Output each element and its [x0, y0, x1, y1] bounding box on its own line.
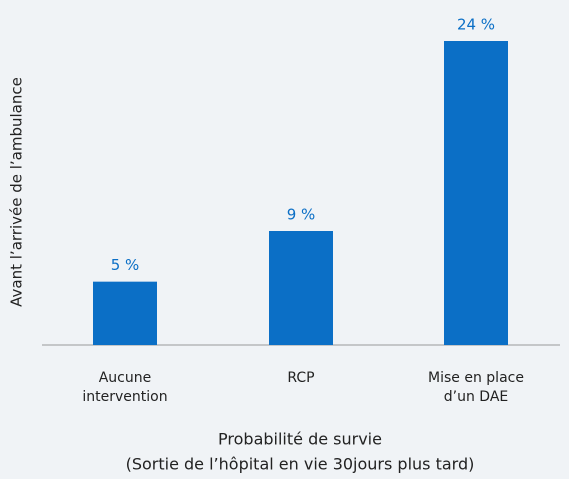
value-label: 24 % [457, 16, 495, 34]
bar [93, 281, 157, 345]
y-axis-label: Avant l’arrivée de l’ambulance [8, 77, 26, 307]
bar [444, 41, 508, 345]
value-label: 9 % [287, 206, 316, 224]
x-axis-label: (Sortie de l’hôpital en vie 30jours plus… [126, 455, 475, 474]
x-tick-label: d’un DAE [444, 389, 509, 405]
value-label: 5 % [111, 256, 140, 274]
x-tick-label: RCP [287, 370, 314, 386]
x-axis-label: Probabilité de survie [218, 430, 382, 449]
x-tick-label: Aucune [99, 370, 152, 386]
bar [269, 231, 333, 345]
x-tick-label: intervention [82, 389, 167, 405]
x-tick-label: Mise en place [428, 370, 524, 386]
